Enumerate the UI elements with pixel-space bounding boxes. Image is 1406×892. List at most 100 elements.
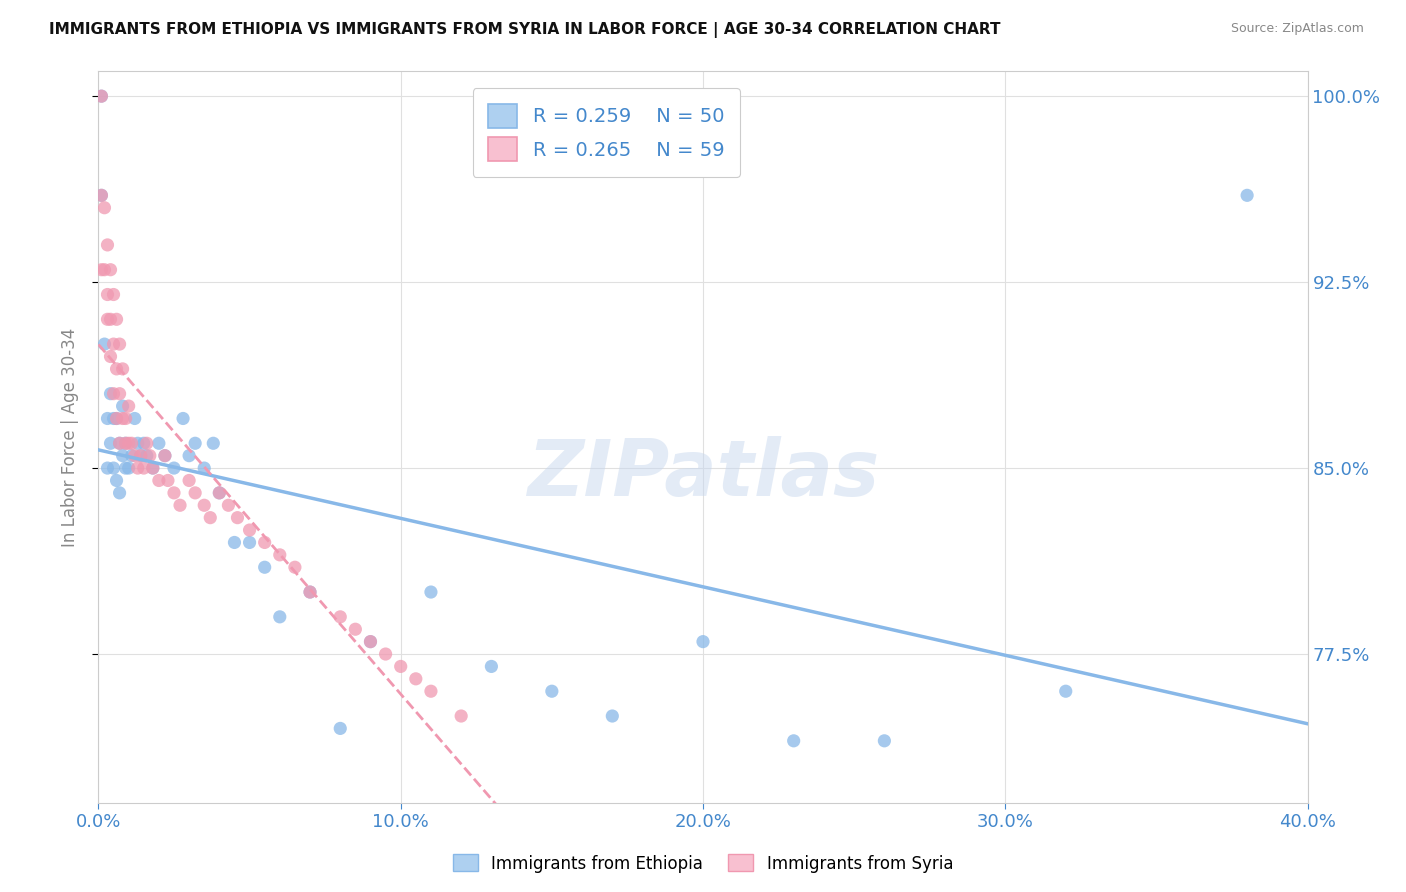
Point [100, 350, 122, 364]
Point [90, 89, 112, 103]
Point [108, 486, 131, 500]
Point [253, 535, 276, 549]
Point [142, 461, 165, 475]
Point [329, 722, 352, 736]
Point [100, 386, 122, 401]
Point [103, 461, 125, 475]
Point [100, 262, 122, 277]
Point [111, 411, 134, 425]
Point [193, 498, 215, 512]
Point [1054, 684, 1077, 698]
Point [111, 399, 134, 413]
Point [224, 535, 246, 549]
Point [100, 436, 122, 450]
Point [111, 449, 134, 463]
Point [118, 461, 141, 475]
Point [90, 89, 112, 103]
Point [389, 659, 412, 673]
Point [114, 436, 136, 450]
Text: ZIPatlas: ZIPatlas [527, 435, 879, 512]
Point [121, 449, 143, 463]
Point [103, 287, 125, 301]
Point [169, 498, 191, 512]
Point [208, 486, 231, 500]
Point [208, 486, 231, 500]
Point [114, 436, 136, 450]
Legend: Immigrants from Ethiopia, Immigrants from Syria: Immigrants from Ethiopia, Immigrants fro… [446, 847, 960, 880]
Point [179, 474, 201, 488]
Point [450, 709, 472, 723]
Point [360, 634, 382, 648]
Point [420, 684, 443, 698]
Point [111, 362, 134, 376]
Point [156, 474, 179, 488]
Point [103, 386, 125, 401]
Point [118, 436, 141, 450]
Point [299, 585, 322, 599]
Point [602, 709, 624, 723]
Point [90, 262, 112, 277]
Point [360, 634, 382, 648]
Point [103, 337, 125, 351]
Point [132, 436, 155, 450]
Point [299, 585, 322, 599]
Point [142, 461, 165, 475]
Point [217, 498, 239, 512]
Text: Source: ZipAtlas.com: Source: ZipAtlas.com [1230, 22, 1364, 36]
Point [200, 510, 222, 524]
Point [135, 449, 157, 463]
Point [153, 449, 176, 463]
Point [135, 436, 157, 450]
Point [105, 312, 128, 326]
Point [783, 734, 806, 748]
Point [153, 449, 176, 463]
Point [184, 436, 207, 450]
Point [540, 684, 562, 698]
Point [344, 622, 367, 636]
Point [1236, 188, 1258, 202]
Point [108, 436, 131, 450]
Point [239, 523, 262, 537]
Point [405, 672, 427, 686]
Point [202, 436, 225, 450]
Point [90, 188, 112, 202]
Point [226, 510, 249, 524]
Point [105, 474, 128, 488]
Point [420, 585, 443, 599]
Text: IMMIGRANTS FROM ETHIOPIA VS IMMIGRANTS FROM SYRIA IN LABOR FORCE | AGE 30-34 COR: IMMIGRANTS FROM ETHIOPIA VS IMMIGRANTS F… [49, 22, 1001, 38]
Point [108, 337, 131, 351]
Point [96, 461, 118, 475]
Point [269, 610, 291, 624]
Point [692, 634, 714, 648]
Point [873, 734, 896, 748]
Point [129, 449, 152, 463]
Point [96, 238, 118, 252]
Point [179, 449, 201, 463]
Point [124, 411, 146, 425]
Point [103, 411, 125, 425]
Point [96, 312, 118, 326]
Point [139, 449, 162, 463]
Point [253, 560, 276, 574]
Point [90, 188, 112, 202]
Point [124, 449, 146, 463]
Point [127, 461, 149, 475]
Point [96, 287, 118, 301]
Point [93, 337, 115, 351]
Point [163, 486, 186, 500]
Point [129, 449, 152, 463]
Point [172, 411, 194, 425]
Point [105, 411, 128, 425]
Point [100, 312, 122, 326]
Legend: R = 0.259    N = 50, R = 0.265    N = 59: R = 0.259 N = 50, R = 0.265 N = 59 [472, 88, 740, 177]
Point [96, 411, 118, 425]
Point [118, 399, 141, 413]
Point [132, 461, 155, 475]
Point [114, 461, 136, 475]
Point [329, 610, 352, 624]
Point [239, 535, 262, 549]
Point [193, 461, 215, 475]
Point [374, 647, 396, 661]
Point [105, 362, 128, 376]
Y-axis label: In Labor Force | Age 30-34: In Labor Force | Age 30-34 [60, 327, 79, 547]
